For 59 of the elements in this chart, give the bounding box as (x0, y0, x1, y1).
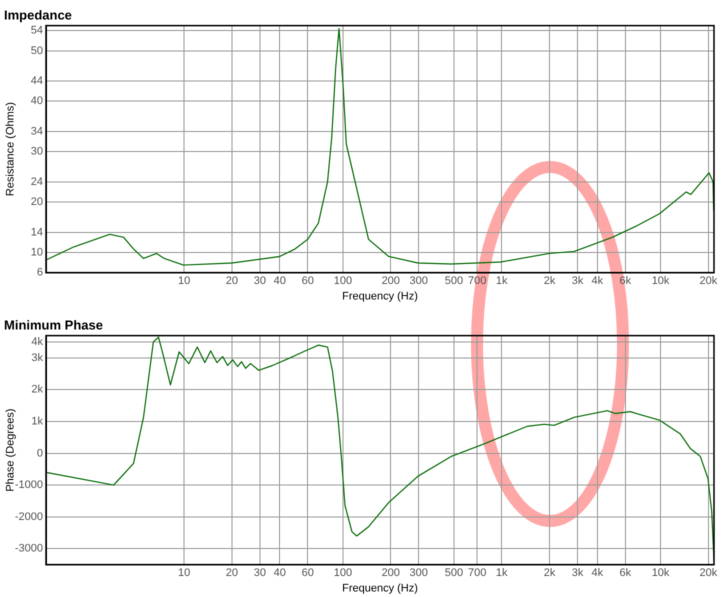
x-tick-label: 20 (226, 275, 238, 288)
x-tick-label: 700 (468, 567, 486, 580)
x-tick-label: 30 (254, 567, 266, 580)
x-tick-label: 40 (274, 275, 286, 288)
y-tick-label: 10 (30, 246, 43, 258)
x-tick-label: 20 (226, 567, 238, 580)
x-tick-label: 4k (592, 567, 604, 580)
y-tick-label: 30 (30, 146, 43, 158)
y-tick-label: 34 (30, 125, 43, 138)
x-tick-label: 6k (620, 567, 632, 580)
chart-title: Minimum Phase (4, 317, 103, 332)
x-tick-label: 30 (254, 275, 266, 288)
x-tick-label: 6k (620, 275, 632, 288)
y-tick-label: -2000 (14, 510, 43, 523)
x-tick-label: 2k (544, 567, 556, 580)
x-tick-label: 60 (302, 567, 314, 580)
y-tick-label: 54 (30, 24, 43, 37)
x-tick-label: 700 (468, 275, 486, 288)
y-tick-label: 40 (30, 95, 43, 108)
y-tick-label: 44 (30, 75, 43, 88)
x-tick-label: 100 (334, 275, 352, 288)
x-tick-label: 2k (544, 275, 556, 288)
x-tick-label: 3k (572, 567, 584, 580)
y-tick-label: 14 (30, 226, 43, 238)
y-axis-title: Resistance (Ohms) (4, 102, 17, 196)
y-tick-label: 1k (31, 416, 44, 428)
x-tick-label: 60 (302, 275, 314, 288)
y-tick-label: 3k (31, 352, 44, 364)
x-tick-label: 40 (274, 567, 286, 580)
chart-title: Impedance (4, 7, 72, 22)
y-tick-label: -3000 (14, 542, 43, 555)
y-tick-label: 6 (36, 266, 43, 279)
x-tick-label: 4k (592, 275, 604, 288)
x-tick-label: 200 (382, 275, 400, 288)
y-tick-label: 20 (30, 196, 43, 208)
x-tick-label: 300 (410, 567, 428, 580)
x-tick-label: 10 (178, 275, 190, 288)
x-tick-label: 10 (178, 567, 190, 580)
x-tick-label: 10k (652, 275, 670, 288)
y-tick-label: 50 (30, 44, 43, 57)
x-tick-label: 3k (572, 275, 584, 288)
y-tick-label: 0 (36, 447, 43, 460)
x-axis-title: Frequency (Hz) (342, 582, 418, 594)
x-tick-label: 20k (700, 567, 718, 580)
y-axis-title: Phase (Degrees) (4, 408, 17, 492)
x-tick-label: 500 (444, 275, 464, 288)
y-tick-label: -1000 (14, 479, 43, 492)
x-tick-label: 20k (700, 275, 718, 288)
x-tick-label: 500 (444, 567, 464, 580)
x-tick-label: 1k (496, 567, 508, 580)
y-tick-label: 24 (30, 176, 43, 188)
x-tick-label: 1k (496, 275, 508, 288)
x-tick-label: 300 (410, 275, 428, 288)
x-axis-title: Frequency (Hz) (342, 290, 418, 302)
x-tick-label: 200 (382, 567, 400, 580)
y-tick-label: 2k (31, 384, 44, 396)
x-tick-label: 10k (652, 567, 670, 580)
x-tick-label: 100 (334, 567, 352, 580)
y-tick-label: 4k (31, 336, 44, 348)
